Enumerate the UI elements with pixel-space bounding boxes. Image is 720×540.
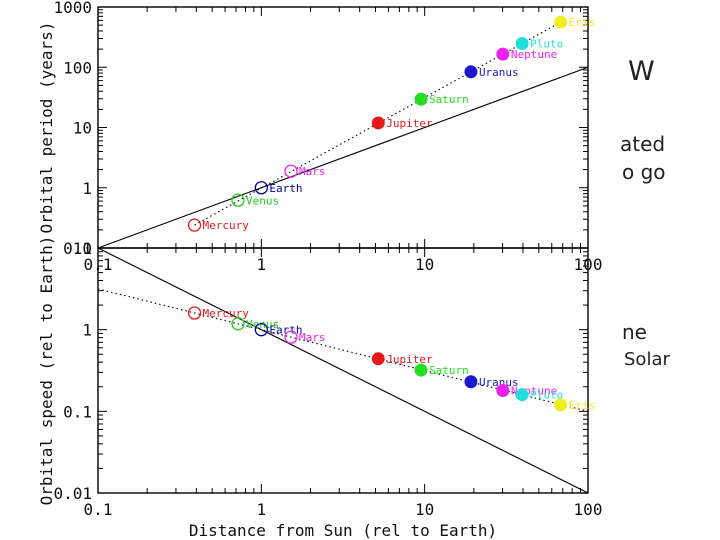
speed-point-label-earth: Earth (269, 324, 302, 337)
speed-point-label-jupiter: Jupiter (386, 353, 433, 366)
speed-point-label-uranus: Uranus (479, 376, 519, 389)
period-point-uranus (464, 65, 478, 79)
speed-x-tick-label: 10 (415, 500, 434, 519)
period-y-tick-label: 1000 (53, 0, 92, 17)
slide-text-fragment-2: o go (622, 160, 666, 184)
period-y-tick-label: 10 (73, 119, 92, 138)
speed-point-uranus (464, 375, 478, 389)
speed-point-label-mercury: Mercury (203, 307, 250, 320)
period-point-label-saturn: Saturn (429, 93, 469, 106)
period-point-earth (254, 181, 268, 195)
speed-x-tick-label: 1 (257, 500, 267, 519)
period-y-tick-label: 0.1 (63, 239, 92, 258)
period-point-label-venus: Venus (246, 194, 279, 207)
speed-y-tick-label: 0.1 (63, 402, 92, 421)
speed-y-tick-label: 10 (73, 239, 92, 258)
slide-text-fragment-4: Solar (624, 349, 670, 370)
period-point-eris (554, 15, 568, 29)
period-point-pluto (515, 36, 529, 50)
speed-point-label-mars: Mars (299, 331, 326, 344)
speed-point-label-pluto: Pluto (530, 389, 563, 402)
period-x-tick-label: 10 (415, 255, 434, 274)
period-reference-line (97, 66, 589, 249)
period-point-mars (284, 164, 298, 178)
period-plot-frame (97, 6, 589, 249)
speed-point-mercury (187, 306, 202, 320)
period-point-label-uranus: Uranus (479, 66, 519, 79)
period-point-label-neptune: Neptune (511, 48, 557, 61)
period-x-tick-label: 1 (257, 255, 267, 274)
speed-x-tick-label: 100 (574, 500, 603, 519)
period-point-label-jupiter: Jupiter (386, 117, 433, 130)
speed-y-tick-label: 0.01 (53, 484, 92, 503)
period-point-venus (231, 193, 245, 207)
speed-reference-line (97, 247, 589, 494)
period-y-axis-label: Orbital period (years) (37, 22, 56, 234)
period-point-neptune (496, 47, 510, 61)
speed-point-label-eris: Eris (569, 399, 596, 412)
period-point-jupiter (371, 116, 385, 130)
period-point-label-pluto: Pluto (530, 37, 563, 50)
speed-point-saturn (414, 363, 428, 377)
speed-x-tick-label: 0.1 (84, 500, 113, 519)
period-point-saturn (414, 92, 428, 106)
speed-y-axis-label: Orbital speed (rel to Earth) (37, 236, 56, 506)
slide-heading-fragment: W (628, 56, 655, 87)
period-y-tick-label: 1 (82, 179, 92, 198)
period-y-tick-label: 100 (63, 58, 92, 77)
speed-point-pluto (515, 388, 529, 402)
speed-x-axis-label: Distance from Sun (rel to Earth) (189, 521, 497, 540)
period-point-mercury (187, 218, 202, 232)
period-point-label-mercury: Mercury (203, 219, 250, 232)
speed-point-jupiter (371, 352, 385, 366)
slide-text-fragment-1: ated (620, 132, 666, 156)
speed-point-mars (284, 330, 298, 344)
speed-point-neptune (496, 383, 510, 397)
speed-point-venus (231, 317, 245, 331)
speed-plot-frame (97, 247, 589, 494)
speed-point-label-saturn: Saturn (429, 364, 469, 377)
speed-fit-line (97, 288, 589, 412)
slide-text-fragment-3: ne (622, 320, 647, 344)
speed-point-eris (554, 398, 568, 412)
period-point-label-eris: Eris (569, 16, 596, 29)
period-point-label-earth: Earth (269, 182, 302, 195)
speed-point-earth (254, 323, 268, 337)
period-point-label-mars: Mars (299, 165, 326, 178)
speed-y-tick-label: 1 (82, 321, 92, 340)
